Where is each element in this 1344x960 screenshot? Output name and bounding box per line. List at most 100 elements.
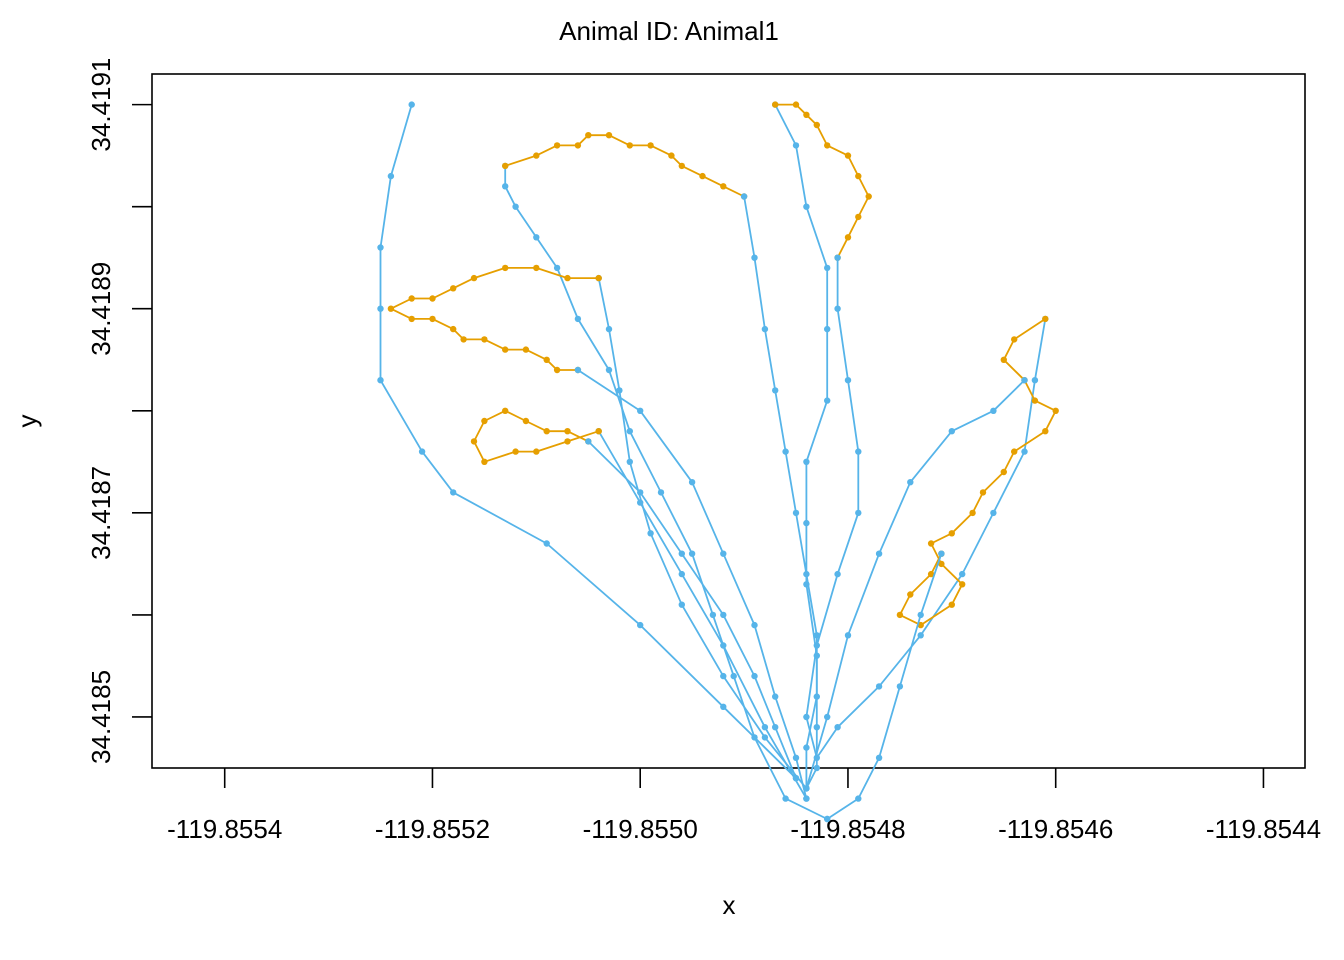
commuting-location-point	[948, 428, 955, 435]
y-tick-label: 34.4187	[86, 466, 116, 560]
commuting-location-point	[824, 264, 831, 272]
x-axis-label: x	[723, 890, 736, 920]
commuting-location-point	[678, 601, 685, 608]
foraging-location-point	[450, 285, 457, 292]
commuting-location-point	[543, 540, 550, 547]
commuting-location-point	[688, 550, 696, 557]
commuting-location-point	[626, 458, 633, 465]
commuting-location-point	[834, 570, 841, 578]
commuting-location-point	[387, 172, 395, 180]
foraging-location-point	[668, 152, 675, 159]
commuting-location-point	[751, 621, 758, 629]
commuting-location-point	[824, 713, 831, 721]
commuting-location-point	[1021, 377, 1028, 384]
commuting-location-point	[875, 754, 883, 761]
commuting-location-point	[803, 570, 810, 578]
foraging-location-point	[626, 142, 633, 149]
foraging-location-point	[907, 591, 914, 598]
foraging-location-point	[1000, 468, 1007, 476]
foraging-location-point	[927, 540, 935, 547]
y-tick-label: 34.4191	[86, 58, 116, 152]
commuting-location-point	[824, 815, 831, 823]
commuting-location-point	[730, 672, 737, 680]
commuting-location-point	[720, 550, 727, 557]
foraging-location-point	[502, 407, 509, 414]
foraging-location-point	[772, 101, 779, 108]
foraging-location-point	[502, 264, 509, 272]
foraging-location-point	[959, 581, 966, 588]
commuting-location-point	[792, 775, 800, 782]
foraging-location-point	[824, 142, 831, 149]
foraging-location-point	[543, 356, 550, 363]
commuting-location-point	[803, 744, 810, 751]
commuting-location-point	[803, 458, 810, 465]
foraging-location-point	[1042, 315, 1049, 323]
foraging-location-point	[927, 570, 935, 578]
commuting-location-point	[377, 244, 384, 251]
commuting-location-point	[803, 713, 810, 721]
x-tick-label: -119.8548	[790, 814, 905, 844]
commuting-location-point	[803, 785, 810, 792]
commuting-location-point	[720, 703, 727, 710]
foraging-location-point	[938, 560, 945, 568]
commuting-location-point	[720, 672, 727, 680]
foraging-location-point	[429, 315, 436, 323]
commuting-location-point	[678, 570, 685, 578]
commuting-location-point	[377, 305, 384, 312]
commuting-location-point	[792, 142, 800, 149]
foraging-location-point	[450, 325, 457, 333]
commuting-location-point	[855, 795, 862, 802]
commuting-location-point	[782, 448, 789, 455]
foraging-location-point	[948, 530, 955, 537]
foraging-location-point	[543, 428, 550, 435]
x-axis: -119.8554 -119.8552 -119.8550 -119.8548 -119…	[167, 768, 1321, 844]
foraging-location-point	[1031, 397, 1039, 404]
track-series	[377, 101, 1059, 823]
commuting-location-point	[907, 479, 914, 486]
foraging-location-point	[720, 183, 727, 190]
commuting-location-point	[803, 519, 810, 527]
foraging-location-point	[595, 428, 602, 435]
foraging-location-point	[502, 346, 509, 353]
commuting-track-segment	[805, 379, 1026, 789]
y-axis: 34.4185 34.4187 34.4189 34.4191	[86, 58, 152, 764]
commuting-location-point	[720, 642, 727, 649]
commuting-track-segment	[577, 369, 808, 799]
commuting-location-point	[917, 611, 924, 619]
commuting-location-point	[896, 683, 904, 690]
commuting-location-point	[678, 550, 685, 557]
foraging-location-point	[574, 142, 582, 149]
foraging-location-point	[387, 305, 395, 312]
foraging-location-point	[533, 448, 540, 455]
foraging-location-point	[470, 438, 478, 445]
commuting-location-point	[938, 550, 945, 557]
commuting-location-point	[803, 203, 810, 210]
commuting-location-point	[502, 183, 509, 190]
commuting-track-segment	[826, 553, 943, 820]
y-axis-label: y	[12, 415, 42, 428]
foraging-location-point	[502, 162, 509, 170]
commuting-location-point	[533, 234, 540, 241]
commuting-location-point	[450, 489, 457, 496]
foraging-location-point	[564, 438, 571, 445]
foraging-location-point	[678, 162, 685, 170]
foraging-location-point	[979, 489, 987, 496]
foraging-location-point	[481, 417, 488, 425]
plot-area-frame	[151, 73, 1306, 769]
commuting-track-segment	[597, 277, 808, 789]
foraging-location-point	[1042, 428, 1049, 435]
commuting-location-point	[772, 387, 779, 394]
foraging-location-point	[595, 274, 602, 282]
commuting-location-point	[574, 366, 582, 374]
commuting-location-point	[834, 724, 841, 731]
foraging-location-point	[553, 366, 561, 374]
commuting-location-point	[1021, 448, 1028, 455]
foraging-location-point	[969, 509, 976, 517]
commuting-location-point	[834, 254, 841, 261]
commuting-location-point	[1031, 377, 1039, 384]
commuting-location-point	[875, 683, 883, 690]
foraging-location-point	[605, 132, 613, 139]
commuting-location-point	[418, 448, 426, 455]
commuting-track-segment	[805, 257, 1047, 759]
foraging-location-point	[585, 132, 592, 139]
